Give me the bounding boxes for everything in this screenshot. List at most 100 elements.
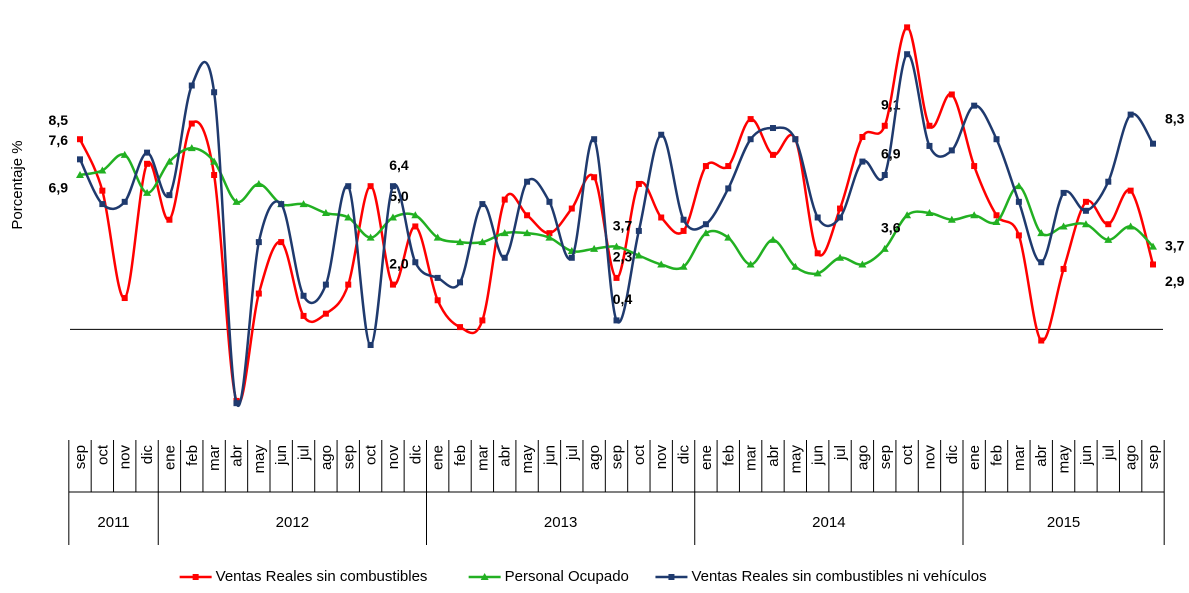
marker [635,180,642,187]
marker [904,51,911,58]
marker [144,160,151,167]
marker [187,144,196,152]
marker [1037,229,1046,237]
marker [769,125,776,132]
value-label: 2,9 [1165,273,1185,289]
marker [192,574,199,580]
marker [881,172,888,178]
marker [121,295,128,302]
marker [99,201,106,208]
x-tick-label: mar [743,445,760,471]
x-tick-label: oct [363,444,380,465]
marker [144,149,151,156]
x-tick-label: ene [966,445,983,470]
legend-label: Personal Ocupado [505,568,629,585]
marker [545,233,554,241]
marker [591,174,598,181]
marker [702,163,709,170]
marker [345,183,352,190]
marker [992,217,1001,225]
marker [1126,222,1135,230]
marker [747,116,754,123]
marker [568,205,575,212]
x-tick-label: sep [340,445,357,469]
marker [1105,178,1112,185]
marker [590,244,599,252]
series-line [78,26,1155,405]
x-tick-label: nov [921,445,938,470]
marker [1015,232,1022,239]
group-label: 2013 [544,514,577,531]
marker [1127,111,1134,118]
x-tick-label: sep [609,445,626,469]
marker [657,260,666,268]
marker [1081,220,1090,228]
marker [926,122,933,129]
marker [1059,222,1068,230]
x-tick-label: may [1056,445,1073,474]
marker [837,205,844,212]
marker [456,238,465,246]
marker [434,274,441,281]
marker [278,239,285,246]
x-tick-label: jun [1078,445,1095,466]
marker [747,136,754,143]
marker [300,312,307,319]
marker [814,250,821,257]
x-tick-label: abr [1033,445,1050,467]
value-label: 7,6 [49,132,69,148]
marker [77,136,83,143]
marker [1104,235,1113,243]
marker [658,131,665,138]
marker [880,244,889,252]
marker [1150,261,1156,268]
marker [233,400,240,407]
x-tick-label: nov [117,445,134,470]
marker [546,198,553,205]
marker [232,197,241,205]
value-label: 2,3 [613,249,633,265]
marker [679,262,688,270]
x-tick-label: oct [94,444,111,465]
marker [1038,337,1045,344]
marker [457,279,464,286]
marker [859,158,866,165]
x-tick-label: jun [810,445,827,466]
marker [523,229,532,237]
marker [524,178,531,185]
marker [165,157,174,165]
marker [255,290,262,297]
marker [680,216,687,223]
marker [858,260,867,268]
marker [904,24,911,31]
x-tick-label: ago [1123,445,1140,470]
x-tick-label: abr [497,445,514,467]
marker [925,209,934,217]
x-tick-label: oct [899,444,916,465]
marker [322,310,329,317]
marker [701,229,710,237]
x-tick-label: ago [854,445,871,470]
group-label: 2012 [276,514,309,531]
marker [814,214,821,221]
marker [480,573,489,580]
marker [1082,207,1089,214]
x-tick-label: mar [206,445,223,471]
x-tick-label: jul [296,445,313,461]
group-label: 2014 [812,514,845,531]
marker [210,157,219,165]
marker [412,259,419,266]
marker [188,82,195,89]
marker [278,201,285,208]
marker [120,150,129,158]
marker [98,166,107,174]
marker [971,102,978,109]
marker [367,183,374,190]
x-tick-label: ene [698,445,715,470]
marker [635,227,642,234]
marker [299,200,308,208]
marker [412,223,419,230]
marker [1127,187,1134,194]
value-label: 3,6 [881,220,901,236]
